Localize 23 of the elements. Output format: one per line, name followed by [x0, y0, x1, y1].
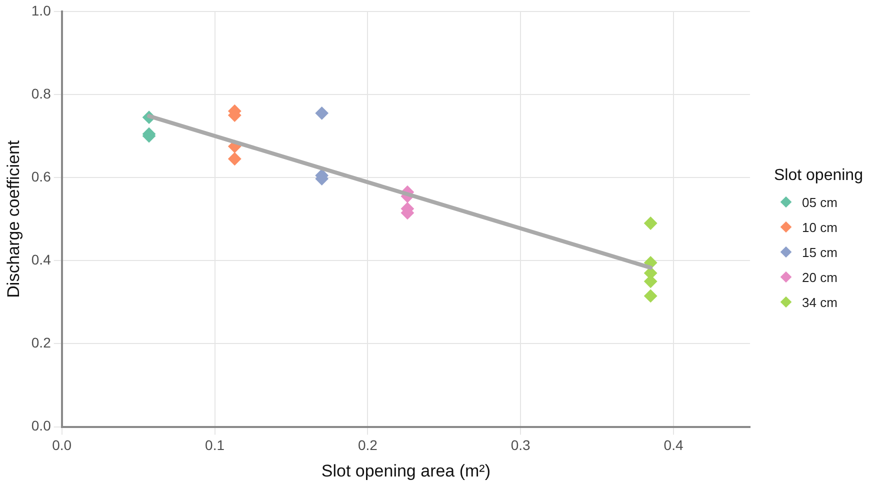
legend-label: 05 cm: [802, 194, 838, 210]
legend-title: Slot opening: [774, 166, 863, 184]
point: [228, 152, 242, 166]
legend-label: 15 cm: [802, 244, 838, 260]
x-tick-label: 0.1: [205, 437, 225, 454]
y-tick-label: 0.0: [31, 418, 52, 434]
y-tick-label: 0.2: [31, 334, 52, 351]
x-tick-label: 0.3: [510, 437, 531, 454]
point: [644, 289, 658, 302]
y-tick-label: 0.8: [31, 85, 52, 102]
x-tick-label: 0.0: [52, 437, 72, 454]
legend-label: 34 cm: [802, 294, 838, 310]
legend-label: 10 cm: [802, 220, 838, 234]
point: [644, 216, 658, 230]
point: [315, 106, 328, 120]
y-tick-label: 0.6: [31, 168, 52, 184]
y-axis-title: Discharge coefficient: [4, 140, 23, 298]
legend-label: 20 cm: [802, 270, 838, 284]
x-tick-label: 0.2: [358, 437, 378, 454]
y-tick-label: 1.0: [31, 2, 52, 18]
x-axis-title: Slot opening area (m²): [321, 461, 490, 480]
y-tick-label: 0.4: [31, 252, 52, 268]
x-tick-label: 0.4: [664, 437, 684, 454]
